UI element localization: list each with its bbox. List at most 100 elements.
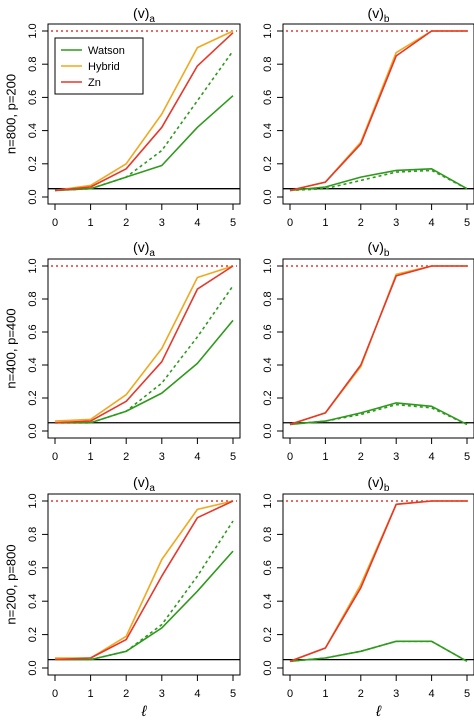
y-axis: 0.0 0.2 0.4 0.6 0.8 1.0 [262,258,283,439]
panel-title-main: (v) [133,5,149,21]
watson-dotted-series-line [54,50,234,192]
x-tick-label: 4 [429,217,435,229]
y-tick-label: 0.2 [262,627,274,642]
x-tick-label: 4 [429,688,435,700]
hybrid-series-line [289,30,467,192]
panel-title: (v)a [133,5,155,25]
panel-title-main: (v) [368,239,384,255]
panel-title-subscript: a [149,248,155,259]
y-tick-label: 0.0 [27,423,39,438]
x-tick-label: 5 [464,451,470,463]
zn-series-line [289,265,467,426]
y-tick-label: 0.6 [27,90,39,105]
x-tick-label: 0 [52,217,58,229]
hybrid-series-line [289,265,467,426]
y-axis: 0.0 0.2 0.4 0.6 0.8 1.0 [27,493,48,676]
watson-series-line [55,319,234,424]
y-tick-label: 0.8 [262,291,274,306]
y-tick-label: 1.0 [262,258,274,273]
y-tick-label: 0.0 [262,660,274,675]
chart-panel-6: (v)b 0.0 0.2 0.4 0.6 0.8 1.0 0 1 2 3 4 5 [262,474,474,700]
x-axis: 0 1 2 3 4 5 [287,438,470,463]
hybrid-series-line [289,500,467,663]
y-tick-label: 0.4 [27,594,39,609]
x-tick-label: 4 [429,451,435,463]
y-tick-label: 0.2 [27,627,39,642]
legend: Watson Hybrid Zn [54,37,144,95]
x-tick-label: 1 [322,217,328,229]
chart-panel-2: (v)b 0.0 0.2 0.4 0.6 0.8 1.0 0 1 2 3 4 5 [262,5,474,229]
y-tick-label: 0.2 [262,156,274,171]
panel-title: (v)a [133,474,155,494]
panel-title-main: (v) [368,474,384,490]
y-tick-label: 0.6 [27,324,39,339]
y-tick-label: 0.4 [27,123,39,138]
y-tick-label: 0.8 [27,527,39,542]
panel-title-main: (v) [368,5,384,21]
x-tick-label: 5 [230,688,236,700]
y-tick-label: 0.4 [262,123,274,138]
x-axis: 0 1 2 3 4 5 [52,438,236,463]
plot-frame [47,258,241,439]
y-axis: 0.0 0.2 0.4 0.6 0.8 1.0 [27,258,48,439]
panel-title-main: (v) [133,474,149,490]
x-tick-label: 2 [123,217,129,229]
y-tick-label: 1.0 [262,493,274,508]
x-tick-label: 1 [322,451,328,463]
x-tick-label: 1 [88,217,94,229]
x-tick-label: 4 [194,688,200,700]
y-axis: 0.0 0.2 0.4 0.6 0.8 1.0 [262,493,283,676]
panel-title: (v)b [368,239,390,259]
y-tick-label: 0.8 [27,57,39,72]
y-tick-label: 1.0 [262,23,274,38]
panel-title-subscript: b [384,483,390,494]
row-ylabel: n=400, p=400 [3,308,18,388]
x-tick-label: 2 [123,451,129,463]
watson-series-line [55,550,234,661]
x-tick-label: 3 [393,217,399,229]
y-tick-label: 0.4 [27,357,39,372]
x-tick-label: 5 [230,217,236,229]
x-tick-label: 4 [194,217,200,229]
chart-panel-5: (v)a 0.0 0.2 0.4 0.6 0.8 1.0 0 1 2 3 4 5 n=200, p=800 [3,474,241,700]
x-tick-label: 5 [464,688,470,700]
y-tick-label: 0.4 [262,357,274,372]
y-tick-label: 1.0 [27,23,39,38]
x-tick-label: 2 [123,688,129,700]
y-tick-label: 1.0 [27,258,39,273]
watson-series-line [54,95,234,192]
x-tick-label: 0 [52,451,58,463]
y-tick-label: 0.2 [262,390,274,405]
x-tick-label: 3 [159,217,165,229]
panel-title-subscript: b [384,14,390,25]
panel-title-subscript: a [149,14,155,25]
x-axis-title: ℓ [375,703,382,720]
chart-panel-3: (v)a 0.0 0.2 0.4 0.6 0.8 1.0 0 1 2 3 4 5 n=400, p=400 [3,239,241,463]
chart-panel-1: (v)a 0.0 0.2 0.4 0.6 0.8 1.0 0 1 2 3 4 5 n=800, p=200 [3,5,241,229]
row-ylabel: n=200, p=800 [3,544,18,624]
x-tick-label: 2 [358,451,364,463]
zn-series-line [54,500,234,661]
y-axis: 0.0 0.2 0.4 0.6 0.8 1.0 [27,23,48,205]
x-tick-label: 2 [358,217,364,229]
plot-frame [47,493,241,676]
x-tick-label: 1 [88,688,94,700]
y-tick-label: 0.0 [262,189,274,204]
panel-title: (v)b [368,5,390,25]
panel-grid: (v)a0.00.20.40.60.81.00 1 2 3 4 5n=800, p=200… [3,5,474,700]
chart-panel-4: (v)b 0.0 0.2 0.4 0.6 0.8 1.0 0 1 2 3 4 5 [262,239,474,463]
hybrid-series-line [54,30,234,192]
plot-frame [282,23,474,205]
x-tick-label: 1 [88,451,94,463]
x-tick-label: 5 [464,217,470,229]
watson-dotted-series-line [289,169,468,192]
y-tick-label: 0.2 [27,390,39,405]
panel-title-subscript: b [384,248,390,259]
zn-series-line [289,500,467,663]
x-tick-label: 0 [287,451,293,463]
legend-label: Hybrid [88,61,120,73]
y-tick-label: 0.0 [27,660,39,675]
x-axis: 0 1 2 3 4 5 [52,675,236,700]
